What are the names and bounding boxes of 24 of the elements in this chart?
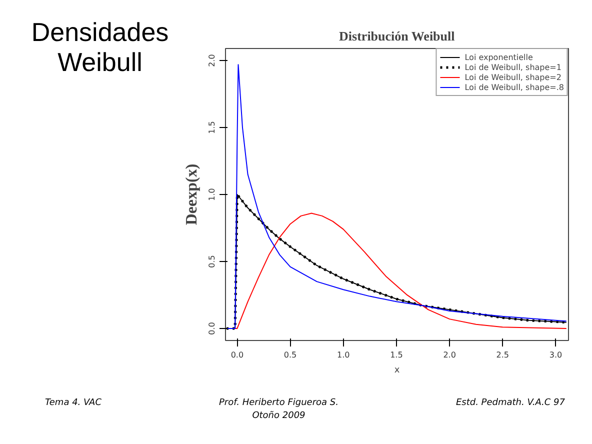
text: Estd. Pedmath. V.A.C 97 <box>456 397 565 410</box>
x-tick-label: 0.0 <box>230 350 244 360</box>
y-tick-label: 0.0 <box>208 322 216 335</box>
x-tick-label: 2.0 <box>443 350 456 360</box>
legend-label: Loi de Weibull, shape=2 <box>464 72 562 82</box>
text: Prof. Heriberto Figueroa S. Otoño 2009 <box>218 397 338 423</box>
x-tick-label: 1.0 <box>337 350 350 360</box>
x-axis-title: x <box>394 366 400 376</box>
text: Densidades Weibull <box>30 17 170 77</box>
y-axis-title: Deexp(x) <box>184 164 200 226</box>
chart-title: Distribución Weibull <box>339 28 456 44</box>
y-tick-label: 1.0 <box>208 188 216 201</box>
x-tick-label: 0.5 <box>284 350 297 360</box>
x-tick-label: 3.0 <box>549 350 562 360</box>
y-tick-label: 0.5 <box>208 255 216 268</box>
y-tick-label: 1.5 <box>208 121 216 134</box>
text: Tema 4. VAC <box>45 397 102 410</box>
y-tick-label: 2.0 <box>208 54 216 67</box>
legend-label: Loi de Weibull, shape=1 <box>464 62 562 72</box>
line-series <box>226 64 567 329</box>
legend-label: Loi de Weibull, shape=.8 <box>464 82 564 92</box>
x-tick-label: 2.5 <box>496 350 510 360</box>
legend-label: Loi exponentielle <box>464 52 533 62</box>
x-tick-label: 1.5 <box>390 350 403 360</box>
